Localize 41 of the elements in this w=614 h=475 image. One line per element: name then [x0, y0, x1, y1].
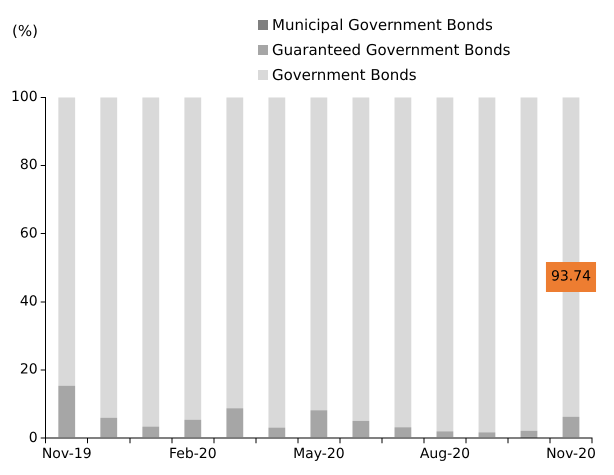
bar: [478, 97, 496, 432]
x-tick-label: Feb-20: [168, 446, 217, 462]
bar: [394, 97, 412, 428]
bar: [352, 420, 370, 438]
bar: [100, 418, 118, 438]
bar: [520, 430, 538, 437]
x-tick-label: Nov-20: [546, 446, 596, 462]
bar: [184, 97, 202, 420]
bar: [436, 431, 454, 438]
bar: [478, 432, 496, 438]
bar: [226, 408, 244, 438]
x-tick-label: Nov-19: [42, 446, 92, 462]
bar: [184, 420, 202, 438]
bar: [394, 427, 412, 438]
bar: [58, 97, 76, 386]
legend-label: Guaranteed Government Bonds: [272, 40, 510, 58]
x-tick-label: May-20: [293, 446, 345, 462]
y-tick-label: 100: [10, 89, 38, 106]
legend-label: Municipal Government Bonds: [272, 16, 493, 34]
bar: [142, 97, 160, 427]
bar: [226, 97, 244, 408]
x-tick-label: Aug-20: [420, 446, 470, 462]
bar: [100, 97, 118, 418]
y-tick-label: 80: [20, 157, 38, 174]
bar: [58, 386, 76, 438]
bar: [436, 97, 454, 432]
bar: [562, 416, 580, 438]
bar: [268, 97, 286, 428]
data-label: 93.74: [550, 268, 592, 285]
bar: [520, 97, 538, 431]
y-tick-label: 20: [20, 362, 38, 378]
y-tick-label: 0: [28, 430, 38, 446]
bar: [352, 97, 370, 421]
bar: [268, 428, 286, 438]
bar: [310, 97, 328, 410]
y-axis-title: (%): [12, 22, 38, 40]
y-tick-label: 60: [20, 225, 38, 242]
bar: [310, 410, 328, 438]
y-tick-label: 40: [20, 294, 38, 310]
bar: [142, 426, 160, 438]
legend-label: Government Bonds: [272, 66, 417, 84]
